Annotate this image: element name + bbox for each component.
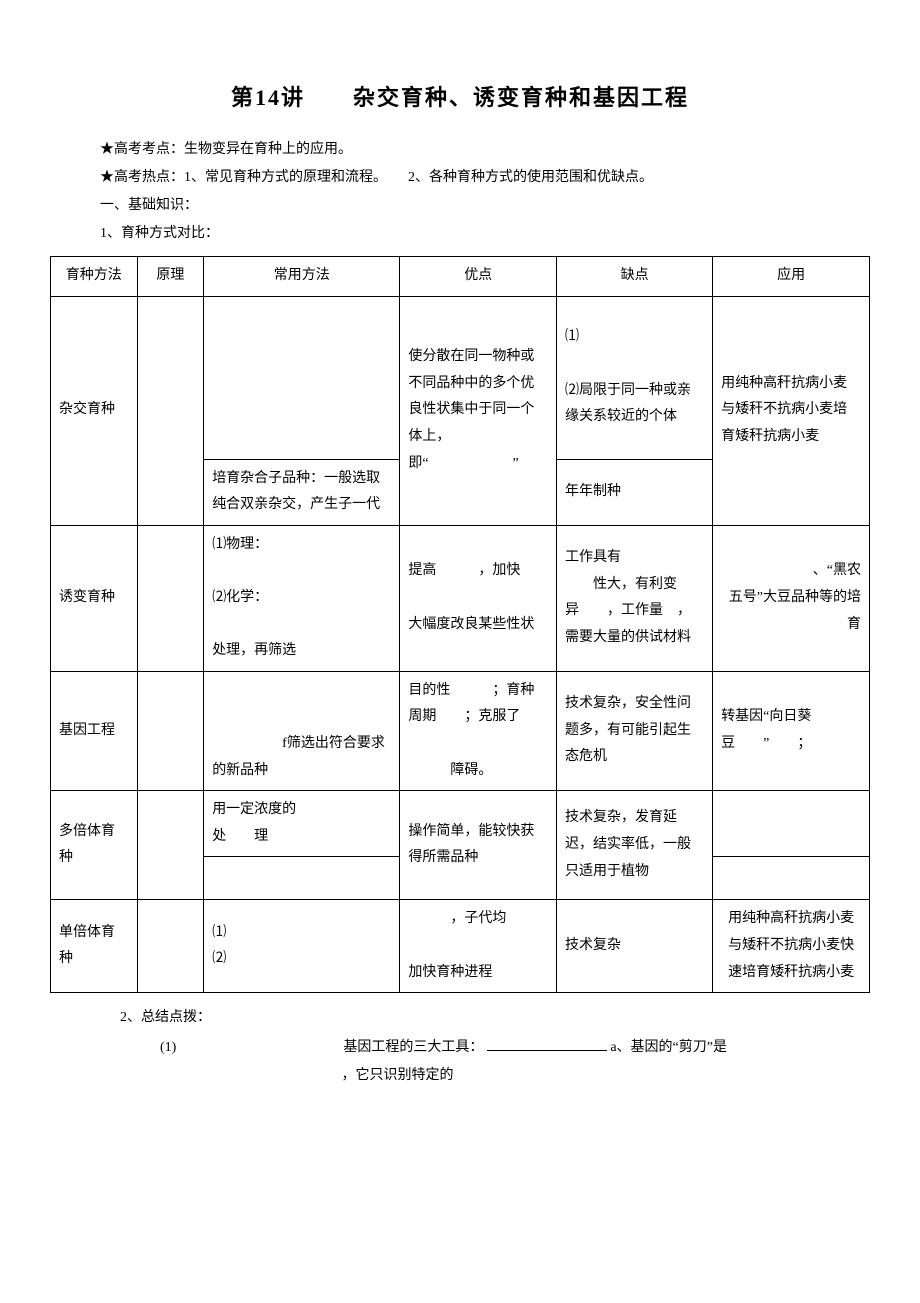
- cell-app-mutation: 、“黑农五号”大豆品种等的培育: [713, 525, 870, 671]
- cell-app-hybrid: 用纯种高秆抗病小麦与矮秆不抗病小麦培育矮秆抗病小麦: [713, 296, 870, 525]
- footer-3: ，它只识别特定的: [342, 1068, 454, 1083]
- intro-block: ★高考考点：生物变异在育种上的应用。 ★高考热点：1、常见育种方式的原理和流程。…: [100, 136, 870, 248]
- intro-line-1: ★高考考点：生物变异在育种上的应用。: [100, 136, 870, 164]
- cell-app-gene: 转基因“向日葵豆 ” ；: [713, 671, 870, 790]
- cell-dis-hybrid-c: 年年制种: [557, 459, 713, 525]
- footer-2b: 基因工程的三大工具：: [343, 1040, 483, 1055]
- footer-line-2: (1) 基因工程的三大工具： a、基因的“剪刀”是 ，它只识别特定的: [160, 1034, 870, 1090]
- cell-method-gene: 基因工程: [51, 671, 138, 790]
- cell-method-hybrid: 杂交育种: [51, 296, 138, 525]
- th-method: 育种方法: [51, 257, 138, 297]
- cell-common-poly-b: [204, 857, 400, 900]
- cell-principle-mutation: [137, 525, 204, 671]
- cell-adv-hybrid: 使分散在同一物种或不同品种中的多个优良性状集中于同一个体上，即“ ”: [400, 296, 557, 525]
- cell-common-haploid: ⑴ ⑵: [204, 900, 400, 993]
- cell-adv-gene: 目的性 ；育种周期 ；克服了 障碍。: [400, 671, 557, 790]
- footer-line-1: 2、总结点拨：: [120, 1003, 870, 1034]
- footer-2a: (1): [160, 1040, 176, 1055]
- cell-common-hybrid-b: 培育杂合子品种：一般选取纯合双亲杂交，产生子一代: [204, 459, 400, 525]
- cell-principle-haploid: [137, 900, 204, 993]
- cell-dis-gene: 技术复杂，安全性问题多，有可能引起生态危机: [557, 671, 713, 790]
- blank-underline: [487, 1050, 607, 1051]
- cell-principle-hybrid: [137, 296, 204, 525]
- th-principle: 原理: [137, 257, 204, 297]
- table-row: 基因工程 f筛选出符合要求的新品种 目的性 ；育种周期 ；克服了 障碍。 技术复…: [51, 671, 870, 790]
- cell-method-poly: 多倍体育种: [51, 791, 138, 900]
- intro-line-3: 一、基础知识：: [100, 192, 870, 220]
- footer-block: 2、总结点拨：: [120, 1003, 870, 1034]
- table-header-row: 育种方法 原理 常用方法 优点 缺点 应用: [51, 257, 870, 297]
- table-row: 诱变育种 ⑴物理： ⑵化学： 处理，再筛选 提高 ，加快 大幅度改良某些性状 工…: [51, 525, 870, 671]
- cell-common-hybrid-a: [204, 296, 400, 459]
- dis-hybrid-1: ⑴: [565, 329, 579, 344]
- cell-adv-haploid: ，子代均 加快育种进程: [400, 900, 557, 993]
- table-row: 多倍体育种 用一定浓度的 处 理 操作简单，能较快获得所需品种 技术复杂，发育延…: [51, 791, 870, 857]
- table-row: 杂交育种 使分散在同一物种或不同品种中的多个优良性状集中于同一个体上，即“ ” …: [51, 296, 870, 459]
- th-common: 常用方法: [204, 257, 400, 297]
- cell-adv-mutation: 提高 ，加快 大幅度改良某些性状: [400, 525, 557, 671]
- footer-2c: a、基因的“剪刀”是: [610, 1040, 727, 1055]
- dis-hybrid-2: ⑵局限于同一种或亲缘关系较近的个体: [565, 383, 691, 425]
- cell-common-gene: f筛选出符合要求的新品种: [204, 671, 400, 790]
- cell-method-mutation: 诱变育种: [51, 525, 138, 671]
- cell-method-haploid: 单倍体育 种: [51, 900, 138, 993]
- cell-principle-poly: [137, 791, 204, 900]
- intro-line-2: ★高考热点：1、常见育种方式的原理和流程。 2、各种育种方式的使用范围和优缺点。: [100, 164, 870, 192]
- intro-line-4: 1、育种方式对比：: [100, 220, 870, 248]
- cell-dis-mutation: 工作具有 性大，有利变异 ，工作量 ，需要大量的供试材料: [557, 525, 713, 671]
- table-row: 单倍体育 种 ⑴ ⑵ ，子代均 加快育种进程 技术复杂 用纯种高秆抗病小麦与矮秆…: [51, 900, 870, 993]
- cell-app-poly-a: [713, 791, 870, 857]
- cell-common-mutation: ⑴物理： ⑵化学： 处理，再筛选: [204, 525, 400, 671]
- cell-adv-poly: 操作简单，能较快获得所需品种: [400, 791, 557, 900]
- cell-app-poly-b: [713, 857, 870, 900]
- cell-dis-poly: 技术复杂，发育延迟，结实率低，一般只适用于植物: [557, 791, 713, 900]
- th-disadvantage: 缺点: [557, 257, 713, 297]
- th-advantage: 优点: [400, 257, 557, 297]
- cell-dis-hybrid-a: ⑴ ⑵局限于同一种或亲缘关系较近的个体: [557, 296, 713, 459]
- cell-common-poly-a: 用一定浓度的 处 理: [204, 791, 400, 857]
- cell-dis-haploid: 技术复杂: [557, 900, 713, 993]
- th-application: 应用: [713, 257, 870, 297]
- cell-principle-gene: [137, 671, 204, 790]
- cell-app-haploid: 用纯种高秆抗病小麦与矮秆不抗病小麦快速培育矮秆抗病小麦: [713, 900, 870, 993]
- breeding-table: 育种方法 原理 常用方法 优点 缺点 应用 杂交育种 使分散在同一物种或不同品种…: [50, 256, 870, 993]
- page-title: 第14讲 杂交育种、诱变育种和基因工程: [50, 80, 870, 112]
